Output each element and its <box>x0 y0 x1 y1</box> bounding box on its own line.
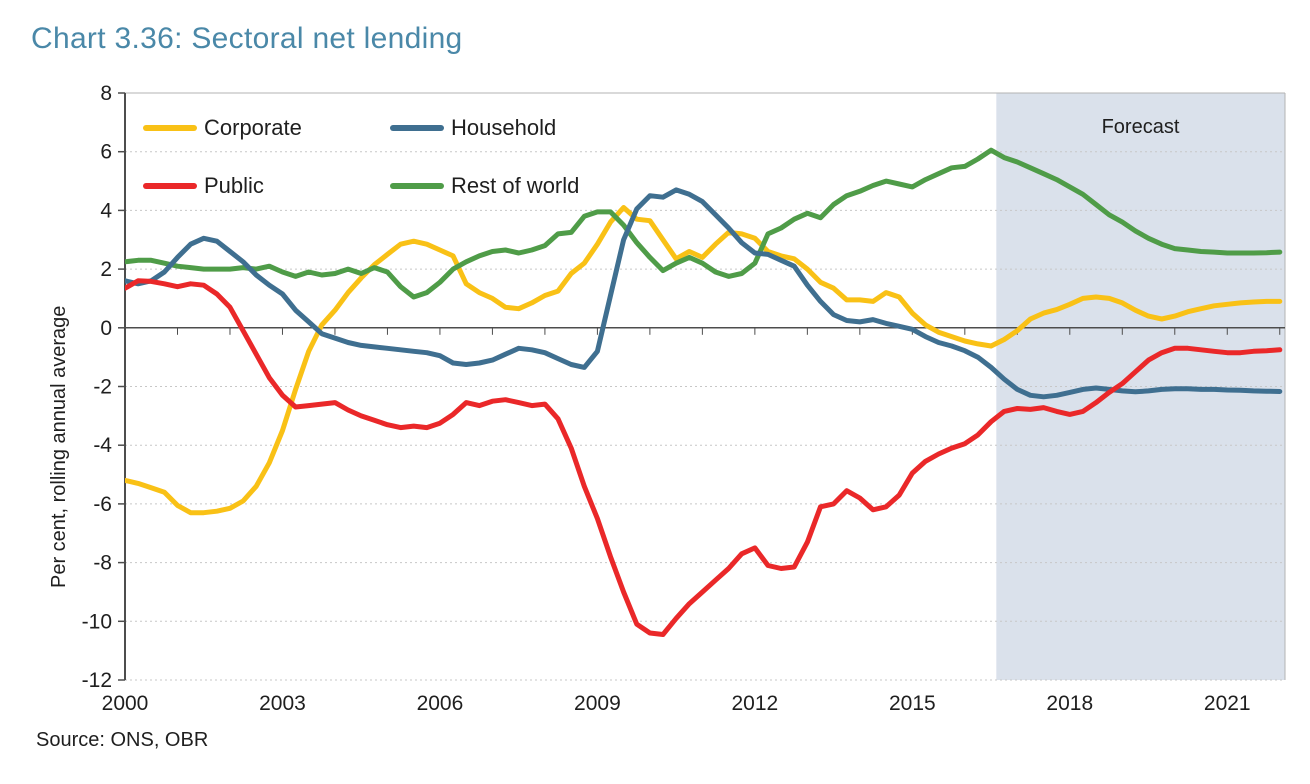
corporate-line-swatch <box>143 125 197 131</box>
forecast-label: Forecast <box>1101 116 1180 138</box>
x-tick-label: 2006 <box>417 692 464 715</box>
legend-item-household: Household <box>390 115 556 141</box>
x-tick-label: 2018 <box>1046 692 1093 715</box>
y-tick-label: 2 <box>100 258 112 281</box>
legend-label-household: Household <box>451 115 557 140</box>
source-note: Source: ONS, OBR <box>36 729 209 751</box>
legend-item-public: Public <box>143 173 264 199</box>
household-line-swatch <box>390 125 444 131</box>
x-tick-label: 2009 <box>574 692 621 715</box>
x-tick-label: 2012 <box>732 692 779 715</box>
legend-label-corporate: Corporate <box>204 115 302 140</box>
y-tick-label: -12 <box>82 669 112 692</box>
y-tick-label: 0 <box>100 317 112 340</box>
series-line-household <box>125 187 1283 400</box>
y-tick-label: -2 <box>93 376 112 399</box>
series-line-rest-of-world <box>125 147 1283 300</box>
x-tick-label: 2015 <box>889 692 936 715</box>
series-line-corporate <box>125 205 1283 516</box>
y-tick-label: -4 <box>93 434 112 457</box>
chart-title: Chart 3.36: Sectoral net lending <box>31 22 463 55</box>
y-tick-label: -6 <box>93 493 112 516</box>
rest-of-world-line-swatch <box>390 183 444 189</box>
series-line-public <box>125 278 1283 637</box>
x-tick-label: 2003 <box>259 692 306 715</box>
legend-item-corporate: Corporate <box>143 115 302 141</box>
y-tick-label: -8 <box>93 552 112 575</box>
legend-label-rest-of-world: Rest of world <box>451 173 580 198</box>
y-tick-label: -10 <box>82 610 112 633</box>
y-tick-label: 4 <box>100 199 112 222</box>
legend-item-rest-of-world: Rest of world <box>390 173 579 199</box>
legend-label-public: Public <box>204 173 264 198</box>
y-tick-label: 6 <box>100 141 112 164</box>
x-tick-label: 2021 <box>1204 692 1251 715</box>
public-line-swatch <box>143 183 197 189</box>
y-tick-label: 8 <box>100 82 112 105</box>
x-tick-label: 2000 <box>102 692 149 715</box>
